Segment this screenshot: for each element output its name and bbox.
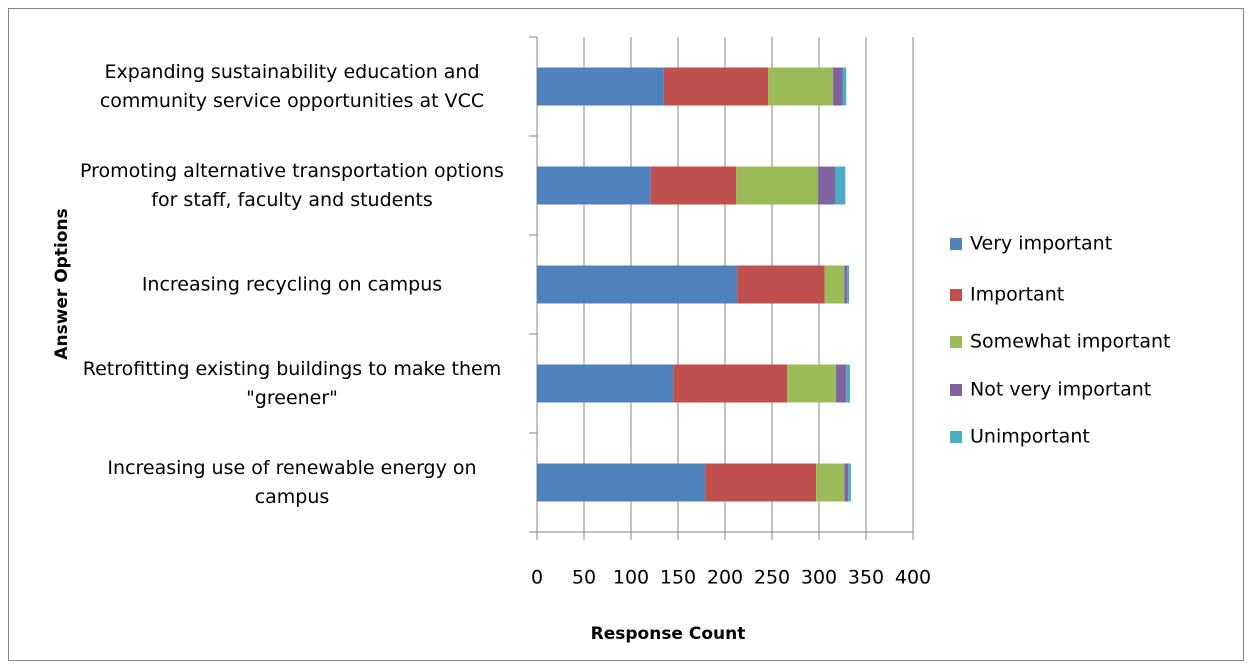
legend-label: Very important [970, 233, 1112, 255]
x-axis-title: Response Count [591, 624, 746, 644]
bar-segment [537, 364, 674, 403]
legend-label: Important [970, 284, 1064, 306]
bar-segment [737, 265, 825, 304]
bar-segment [842, 67, 847, 106]
bar-segment [816, 463, 845, 502]
bar-segment [736, 166, 819, 205]
x-tick-label: 100 [613, 567, 649, 589]
x-tick-label: 300 [801, 567, 837, 589]
legend-swatch [950, 289, 962, 301]
x-tick-label: 0 [531, 567, 543, 589]
bar-segment [844, 265, 848, 304]
bar-segment [673, 364, 788, 403]
legend-swatch [950, 431, 962, 443]
bar-segment [537, 463, 706, 502]
chart-frame [8, 8, 1244, 661]
bar-segment [650, 166, 737, 205]
y-tick-label: Expanding sustainability education and c… [99, 60, 485, 112]
bar-segment [844, 463, 849, 502]
legend-swatch [950, 238, 962, 250]
x-tick-label: 200 [707, 567, 743, 589]
bar-segment [705, 463, 817, 502]
bar-segment [848, 463, 851, 502]
bar-segment [847, 265, 850, 304]
x-tick-label: 150 [660, 567, 696, 589]
bar-segment [824, 265, 845, 304]
bar-segment [834, 166, 846, 205]
bar-segment [833, 67, 843, 106]
legend-label: Somewhat important [970, 331, 1170, 353]
y-axis-title: Answer Options [52, 208, 72, 359]
y-tick-label: Retrofitting existing buildings to make … [82, 357, 502, 409]
bar-segment [787, 364, 836, 403]
x-tick-label: 50 [572, 567, 596, 589]
y-tick-label: Promoting alternative transportation opt… [80, 159, 504, 211]
bar-segment [537, 166, 651, 205]
bar-segment [537, 265, 738, 304]
bar-segment [663, 67, 769, 106]
bar-segment [537, 67, 664, 106]
y-tick-label: Increasing recycling on campus [141, 273, 443, 295]
bar-segment [835, 364, 847, 403]
bar-segment [768, 67, 834, 106]
legend-label: Unimportant [970, 426, 1090, 448]
x-tick-label: 400 [895, 567, 931, 589]
x-tick-label: 250 [754, 567, 790, 589]
x-tick-label: 350 [848, 567, 884, 589]
bar-segment [818, 166, 835, 205]
legend-swatch [950, 384, 962, 396]
bar-segment [846, 364, 851, 403]
legend-swatch [950, 336, 962, 348]
y-tick-label: Increasing use of renewable energy on ca… [107, 456, 477, 508]
legend-label: Not very important [970, 379, 1151, 401]
